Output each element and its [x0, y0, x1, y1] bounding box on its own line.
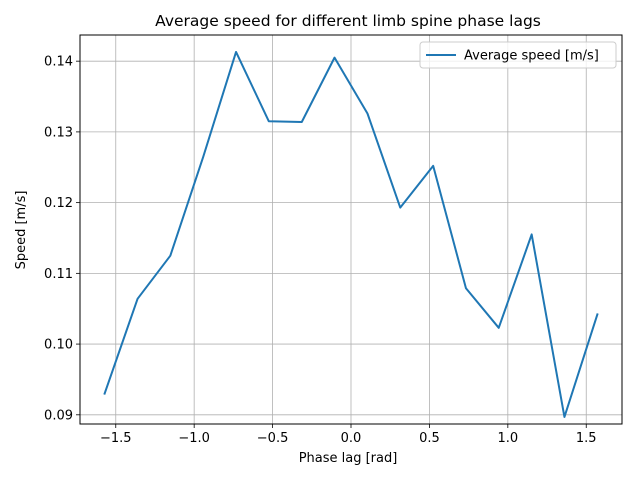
x-tick-label: −1.0 [178, 431, 210, 446]
x-tick-label: 1.5 [576, 431, 597, 446]
chart-title: Average speed for different limb spine p… [155, 12, 541, 30]
x-tick-label: 0.5 [419, 431, 440, 446]
legend-label: Average speed [m/s] [464, 49, 599, 64]
y-tick-label: 0.11 [44, 267, 73, 282]
x-tick-label: 1.0 [497, 431, 518, 446]
y-tick-label: 0.13 [44, 125, 73, 140]
series-line-0 [103, 50, 599, 418]
y-tick-label: 0.09 [44, 408, 73, 423]
x-axis-label: Phase lag [rad] [299, 451, 398, 466]
x-tick-label: 0.0 [341, 431, 362, 446]
series-layer [103, 50, 599, 418]
x-tick-label: −0.5 [257, 431, 289, 446]
legend-box [419, 41, 617, 69]
legend: Average speed [m/s] [419, 41, 617, 69]
y-tick-label: 0.10 [44, 338, 73, 353]
y-tick-label: 0.14 [44, 55, 73, 70]
axis-ticks: −1.5 −1.0 −0.5 0.0 0.5 1.0 1.5 0.09 0.10 0.11 0.12… [44, 55, 597, 446]
grid-lines [80, 35, 622, 424]
y-tick-label: 0.12 [44, 196, 73, 211]
y-axis-label: Speed [m/s] [14, 191, 29, 270]
x-tick-label: −1.5 [100, 431, 132, 446]
